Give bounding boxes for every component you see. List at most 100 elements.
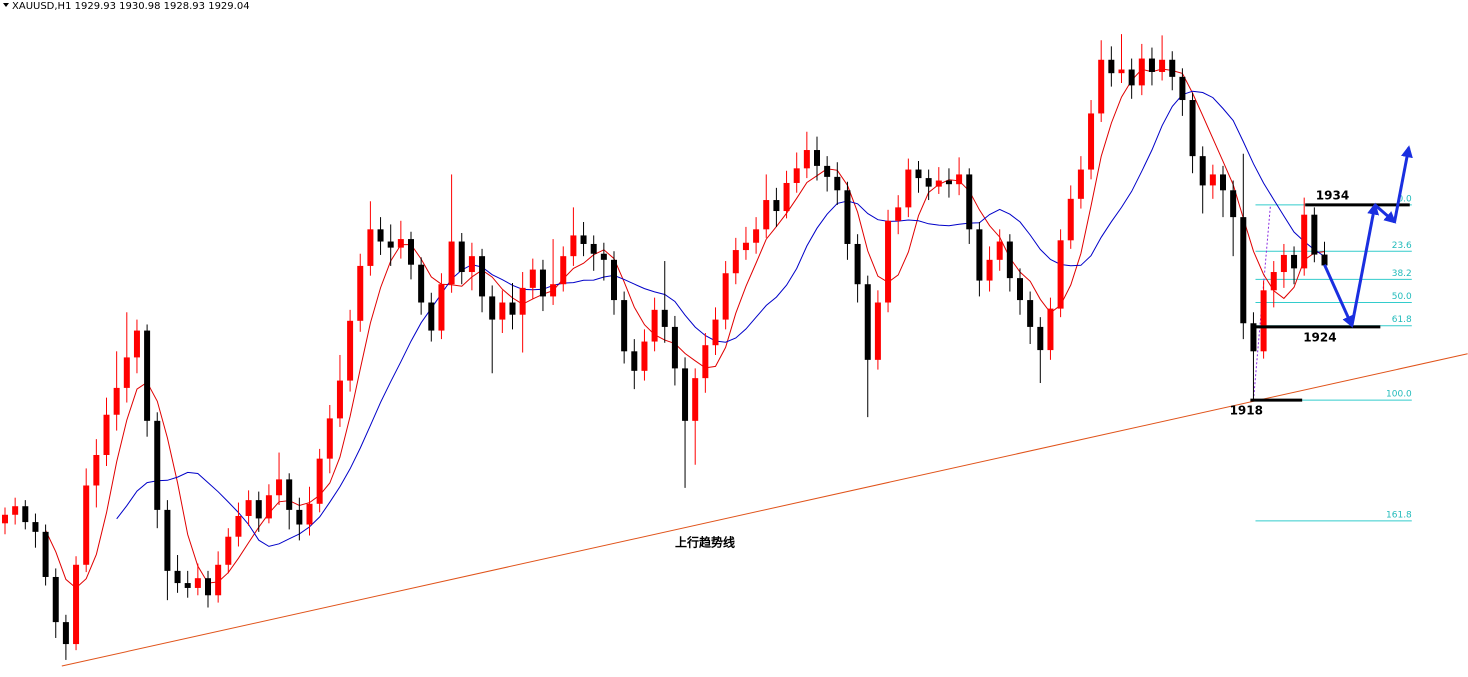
candle-body [387, 241, 394, 248]
candle-body [1260, 290, 1267, 352]
candle-body [651, 309, 658, 342]
fib-label: 38.2 [1392, 269, 1412, 279]
candle-body [712, 319, 719, 346]
candle-body [235, 515, 242, 537]
candle-body [854, 243, 861, 285]
candle-body [600, 253, 607, 260]
candle-body [12, 506, 19, 515]
menu-icon [3, 3, 9, 7]
candle-body [885, 220, 892, 303]
candle-body [945, 180, 952, 185]
candle-body [103, 414, 110, 455]
fib-label: 23.6 [1392, 241, 1412, 251]
candle-body [1250, 323, 1257, 352]
candle-body [905, 169, 912, 208]
candle-body [824, 165, 831, 177]
candle-body [519, 287, 526, 315]
candle-body [1199, 156, 1206, 186]
chart-header: XAUUSD,H1 1929.93 1930.98 1928.93 1929.0… [12, 1, 250, 12]
candle-body [1220, 174, 1226, 191]
candle-body [1138, 58, 1145, 86]
moving-average [116, 90, 1325, 547]
candle-body [245, 500, 252, 516]
candle-body [773, 200, 780, 212]
price-level-label: 1918 [1230, 404, 1263, 418]
candle-body [1311, 214, 1318, 255]
candle-body [1017, 278, 1023, 301]
candle-body [154, 420, 161, 510]
projection-arrow [1350, 202, 1380, 326]
candle-body [1098, 59, 1105, 114]
trendline-label: 上行趋势线 [675, 535, 735, 550]
candle-body [580, 235, 587, 244]
candle-body [468, 256, 475, 273]
candle-body [814, 150, 820, 166]
candle-body [144, 330, 151, 421]
candle-body [895, 207, 902, 221]
candle-body [722, 273, 729, 320]
candle-body [803, 150, 810, 169]
candle-body [935, 180, 942, 187]
candle-body [1148, 58, 1155, 72]
candle-body [22, 506, 29, 523]
candle-body [1280, 254, 1287, 273]
candle-body [1108, 59, 1115, 74]
candle-body [621, 300, 628, 352]
candle-body [611, 259, 617, 301]
candle-body [62, 622, 69, 645]
candle-body [1128, 69, 1135, 86]
candle-body [225, 536, 232, 565]
candle-body [529, 269, 536, 288]
candle-body [1291, 254, 1298, 269]
candle-body [255, 500, 262, 519]
candle-body [1088, 113, 1095, 170]
candle-body [996, 241, 1003, 260]
candle-body [732, 250, 739, 274]
fib-label: 0.0 [1397, 194, 1412, 204]
candle-body [489, 296, 496, 320]
candle-body [793, 168, 800, 183]
moving-average [45, 68, 1325, 589]
candle-body [123, 357, 130, 388]
candle-body [661, 309, 668, 327]
candle-body [458, 241, 465, 273]
candle-body [296, 509, 303, 525]
candle-body [682, 368, 689, 421]
candle-body [347, 320, 354, 381]
candle-body [550, 284, 557, 297]
candle-body [306, 503, 313, 525]
price-level-label: 1934 [1316, 188, 1349, 202]
candle-body [377, 229, 384, 242]
candle-body [570, 235, 577, 257]
candle-body [1067, 198, 1074, 241]
candle-body [499, 302, 506, 320]
candle-body [1027, 300, 1034, 327]
candle-body [631, 351, 638, 371]
candle-body [286, 479, 293, 510]
candle-body [783, 182, 790, 212]
candle-body [316, 458, 323, 504]
trendline [61, 353, 1468, 667]
candle-body [976, 229, 983, 281]
candle-body [1230, 190, 1237, 218]
fib-label: 50.0 [1392, 292, 1412, 302]
candle-body [276, 479, 283, 496]
candle-body [1179, 76, 1186, 101]
candle-body [1301, 214, 1308, 269]
candle-body [864, 284, 871, 360]
candle-body [1057, 240, 1064, 309]
candle-body [844, 190, 851, 244]
candle-body [1077, 169, 1084, 199]
candle-body [184, 583, 191, 588]
candle-body [763, 200, 770, 230]
candle-body [1159, 59, 1166, 72]
candle-body [539, 269, 546, 297]
projection-arrow [1323, 264, 1354, 328]
candle-body [42, 531, 49, 577]
candle-body [367, 229, 374, 266]
candle-body [641, 341, 648, 371]
candle-body [1270, 272, 1277, 291]
candle-body [956, 174, 963, 185]
fib-label: 61.8 [1392, 315, 1412, 325]
